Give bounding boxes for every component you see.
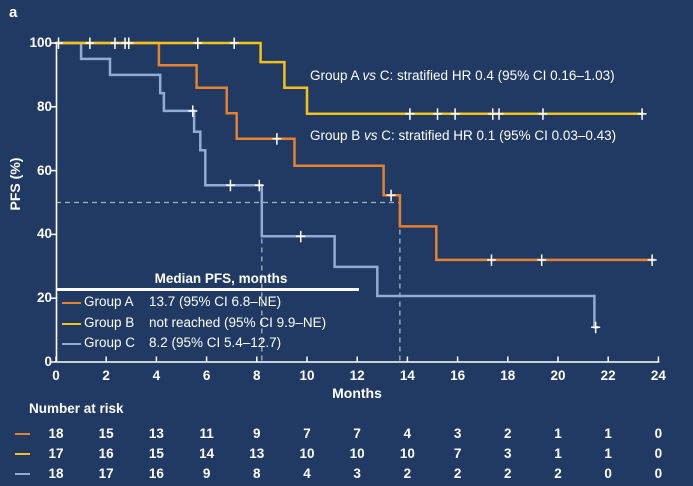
risk-count: 7: [353, 426, 361, 441]
y-tick-label: 60: [36, 162, 52, 178]
x-tick-label: 20: [550, 368, 566, 383]
group-a-line-marker: [15, 433, 30, 436]
y-tick-label: 20: [36, 290, 52, 306]
x-tick-label: 2: [102, 368, 110, 383]
x-tick-label: 18: [500, 368, 516, 383]
risk-count: 8: [253, 466, 261, 481]
risk-row-group-a: 18 15 13 11 9 7 7 4 3 2 1 1 0: [0, 426, 693, 442]
risk-count: 17: [48, 446, 64, 461]
x-tick-label: 16: [450, 368, 466, 383]
risk-count: 10: [349, 446, 365, 461]
risk-count: 16: [148, 466, 164, 481]
risk-count: 13: [148, 426, 164, 441]
x-axis-title: Months: [332, 385, 382, 401]
risk-count: 3: [504, 446, 512, 461]
risk-count: 7: [303, 426, 311, 441]
risk-count: 17: [98, 466, 114, 481]
x-tick-label: 22: [600, 368, 616, 383]
risk-count: 2: [403, 466, 412, 481]
legend-row-group-c: Group C 8.2 (95% CI 5.4–12.7): [57, 335, 359, 353]
risk-count: 2: [504, 426, 512, 441]
risk-count: 0: [654, 466, 663, 481]
risk-count: 16: [98, 446, 114, 461]
legend-row-group-b: Group B not reached (95% CI 9.9–NE): [57, 315, 359, 333]
risk-count: 4: [303, 466, 311, 481]
y-tick-label: 80: [36, 98, 52, 114]
risk-count: 9: [202, 466, 211, 481]
group-b-line-marker: [15, 453, 30, 456]
group-c-line-marker: [62, 343, 81, 346]
risk-count: 4: [403, 426, 412, 441]
km-curve-group-b: [56, 41, 644, 116]
risk-count: 0: [654, 426, 663, 441]
risk-row-group-c: 18 17 16 9 8 4 3 2 2 2 2 0 0: [0, 466, 693, 482]
x-tick-label: 8: [253, 368, 261, 383]
group-a-line-marker: [62, 302, 81, 305]
hr-annotation-a-vs-c: Group A vs C: stratified HR 0.4 (95% CI …: [310, 68, 615, 83]
legend-row-group-a: Group A 13.7 (95% CI 6.8–NE): [57, 294, 359, 312]
risk-count: 18: [48, 426, 64, 441]
km-curve-group-c: [56, 41, 599, 329]
hr-annotations: Group A vs C: stratified HR 0.4 (95% CI …: [310, 26, 616, 186]
risk-count: 2: [453, 466, 462, 481]
risk-count: 3: [353, 466, 361, 481]
median-pfs-legend: Median PFS, months Group A 13.7 (95% CI …: [57, 267, 359, 359]
risk-count: 0: [604, 466, 612, 481]
risk-count: 9: [253, 426, 261, 441]
risk-count: 10: [399, 446, 415, 461]
x-tick-label: 24: [650, 368, 666, 383]
risk-count: 1: [554, 426, 562, 441]
group-c-line-marker: [15, 473, 30, 476]
y-tick-label: 0: [44, 354, 52, 369]
risk-count: 15: [148, 446, 164, 461]
risk-count: 2: [504, 466, 512, 481]
risk-count: 15: [98, 426, 114, 441]
risk-count: 11: [199, 426, 214, 441]
risk-count: 1: [604, 446, 612, 461]
x-tick-label: 14: [399, 368, 415, 383]
x-tick-label: 12: [349, 368, 365, 383]
x-tick-label: 0: [52, 368, 60, 383]
risk-count: 2: [554, 466, 562, 481]
x-tick-label: 6: [202, 368, 211, 383]
y-axis-title: PFS (%): [7, 157, 23, 211]
risk-count: 13: [249, 446, 265, 461]
risk-count: 1: [604, 426, 612, 441]
risk-count: 7: [453, 446, 462, 461]
legend-header: Median PFS, months: [154, 271, 288, 286]
risk-count: 0: [654, 446, 663, 461]
risk-count: 18: [48, 466, 64, 481]
x-tick-label: 4: [152, 368, 161, 383]
km-curve-group-a: [56, 41, 655, 262]
x-tick-label: 10: [299, 368, 315, 383]
risk-count: 3: [453, 426, 462, 441]
risk-count: 1: [554, 446, 562, 461]
panel-label: a: [9, 4, 18, 21]
risk-count: 14: [199, 446, 215, 461]
legend-underline: [57, 288, 359, 291]
risk-count: 10: [299, 446, 315, 461]
hr-annotation-b-vs-c: Group B vs C: stratified HR 0.1 (95% CI …: [310, 128, 617, 143]
group-b-line-marker: [62, 322, 81, 325]
y-tick-label: 40: [36, 226, 52, 242]
risk-table-title: Number at risk: [29, 401, 124, 416]
risk-row-group-b: 17 16 15 14 13 10 10 10 7 3 1 1 0: [0, 446, 693, 462]
y-tick-label: 100: [29, 35, 52, 50]
